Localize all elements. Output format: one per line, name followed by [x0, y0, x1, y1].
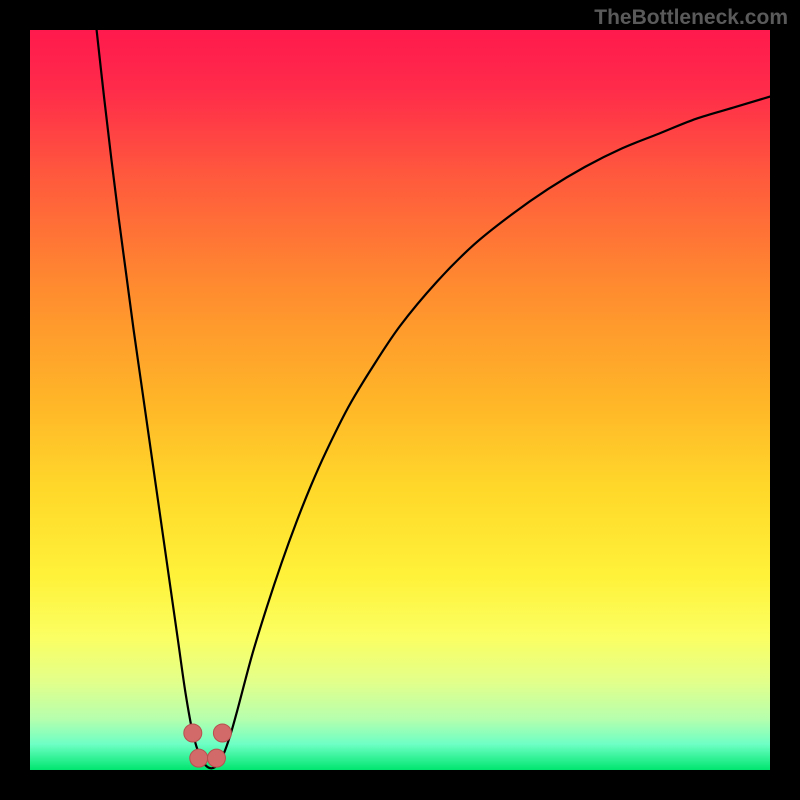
data-marker: [207, 749, 225, 767]
data-marker: [184, 724, 202, 742]
plot-area: [30, 30, 770, 770]
watermark-text: TheBottleneck.com: [594, 6, 788, 30]
data-marker: [213, 724, 231, 742]
background-gradient: [30, 30, 770, 770]
chart-frame: TheBottleneck.com: [0, 0, 800, 800]
data-marker: [190, 749, 208, 767]
plot-svg: [30, 30, 770, 770]
